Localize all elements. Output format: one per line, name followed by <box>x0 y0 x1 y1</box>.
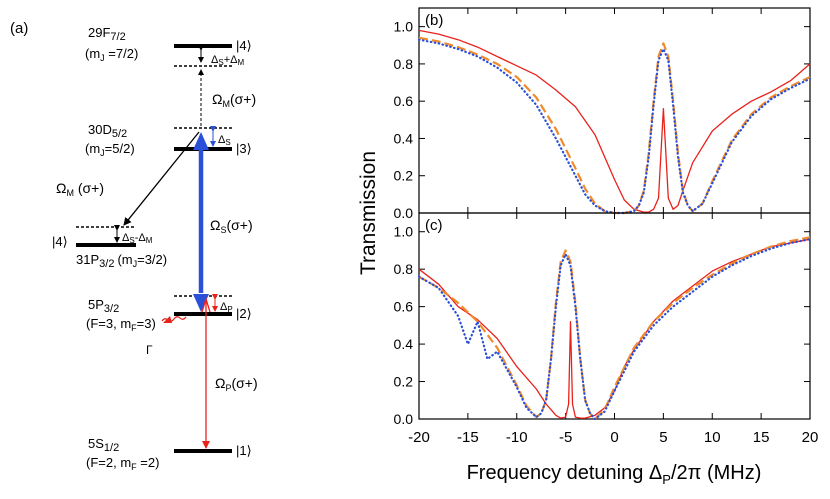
omega-p-label: ΩP(σ+) <box>215 375 258 393</box>
x-tick-label: 20 <box>802 429 819 446</box>
x-tick-label: 5 <box>659 429 667 446</box>
plot-b-ytick-label: 0.2 <box>394 168 414 184</box>
plot-c-series-dashed <box>418 236 811 421</box>
decay-wave <box>161 316 187 322</box>
x-axis-title: Frequency detuning ΔP/2π (MHz) <box>467 462 762 487</box>
detuning-s-label: ΔS <box>218 134 231 147</box>
omega-p-arrowhead-up <box>201 296 211 313</box>
detuning-top-label: ΔS+ΔM <box>211 54 244 67</box>
plot-c-series-dotted <box>417 238 812 421</box>
omega-m-lower-label: ΩM (σ+) <box>56 180 104 198</box>
plot-c-ytick-label: 0.0 <box>394 411 414 427</box>
ket-5P: |2⟩ <box>236 306 252 321</box>
plot-c-ytick-label: 0.4 <box>394 336 414 352</box>
level-30D-qn: (mJ=5/2) <box>85 141 135 158</box>
panel-a-label: (a) <box>10 20 28 37</box>
plot-b-series-dotted <box>417 38 812 215</box>
level-5S-qn: (F=2, mF =2) <box>86 455 159 472</box>
level-30D-label: 30D5/2 <box>88 122 127 140</box>
ket-30D: |3⟩ <box>236 141 252 156</box>
detuning-31p-label: ΔS-ΔM <box>122 232 153 245</box>
ket-29F: |4⟩ <box>236 38 252 53</box>
plot-b-ytick-label: 1.0 <box>394 19 414 35</box>
omega-s-label: ΩS(σ+) <box>210 217 253 235</box>
x-tick-label: -20 <box>408 429 430 446</box>
x-tick-label: 15 <box>753 429 770 446</box>
level-29F-qn: (mJ =7/2) <box>85 46 138 63</box>
plot-b-series-dashed <box>418 36 811 215</box>
plot-c-ytick-label: 0.8 <box>394 261 414 277</box>
omega-m-diagonal-arrow <box>123 131 200 226</box>
plot-b-ytick-label: 0.6 <box>394 93 414 109</box>
plot-b-ytick-label: 0.8 <box>394 56 414 72</box>
level-diagram: (a) 29F7/2 (mJ =7/2) |4⟩ ΔS+ΔM ΩM(σ+) 30… <box>10 20 258 472</box>
plot-c-series <box>417 236 812 421</box>
plot-c-ytick-label: 0.2 <box>394 374 414 390</box>
level-29F-label: 29F7/2 <box>88 25 126 43</box>
ket-31P: |4⟩ <box>52 234 68 249</box>
plot-c-ytick-label: 1.0 <box>394 224 414 240</box>
plot-c-series-solid <box>418 238 811 419</box>
level-31P-label: 31P3/2 (mJ=3/2) <box>76 252 167 270</box>
x-tick-label: 0 <box>610 429 618 446</box>
level-5P-label: 5P3/2 <box>88 297 119 315</box>
plot-c-ticks: 0.0 0.2 0.4 0.6 0.8 1.0 <box>394 213 811 427</box>
omega-m-upper-label: ΩM(σ+) <box>212 91 256 109</box>
plot-b-ticks: 0.0 0.2 0.4 0.6 0.8 1.0 <box>394 8 811 221</box>
panel-c-label: (c) <box>425 217 443 234</box>
ket-5S: |1⟩ <box>236 443 252 458</box>
level-5P-qn: (F=3, mF=3) <box>86 316 156 333</box>
x-tick-label: -10 <box>506 429 528 446</box>
plot-c: (c) 0.0 0.2 0.4 0.6 0.8 1.0 <box>394 212 812 427</box>
plot-b: (b) 0.0 0.2 0.4 0.6 0.8 1.0 <box>394 7 812 221</box>
omega-s-arrowhead-up <box>193 132 209 150</box>
x-tick-labels: -20 -15 -10 -5 0 5 10 15 20 <box>408 429 818 446</box>
plot-b-ytick-label: 0.0 <box>394 205 414 221</box>
panel-b-label: (b) <box>425 12 443 29</box>
plot-c-frame <box>418 212 811 420</box>
y-axis-title: Transmission <box>357 151 380 275</box>
x-tick-label: 10 <box>704 429 721 446</box>
gamma-label: Γ <box>146 343 153 357</box>
level-5S-label: 5S1/2 <box>88 436 119 454</box>
plot-b-series-solid <box>418 29 811 213</box>
x-tick-label: -15 <box>457 429 479 446</box>
decay-arrowhead <box>163 316 172 323</box>
plot-b-ytick-label: 0.4 <box>394 130 414 146</box>
omega-s-arrowhead-down <box>193 294 209 312</box>
detuning-p-label: ΔP <box>220 301 233 314</box>
x-tick-label: -5 <box>559 429 572 446</box>
plot-c-ytick-label: 0.6 <box>394 299 414 315</box>
plot-b-series <box>417 29 812 215</box>
plot-b-frame <box>418 7 811 214</box>
